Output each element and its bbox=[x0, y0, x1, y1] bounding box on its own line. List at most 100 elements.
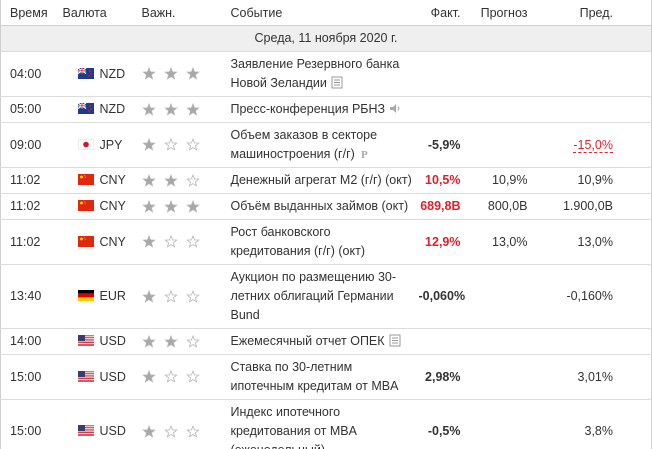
event: Рост банковского кредитования (г/г) (окт… bbox=[230, 225, 366, 258]
previous: 1.900,0B bbox=[562, 199, 613, 213]
forecast-cell bbox=[468, 354, 534, 400]
importance-stars bbox=[141, 138, 200, 151]
importance-cell bbox=[132, 264, 229, 329]
importance-stars bbox=[141, 102, 200, 116]
time: 15:00 bbox=[0, 354, 63, 400]
flag bbox=[77, 370, 94, 382]
star-filled bbox=[141, 173, 156, 187]
actual-cell: 2,98% bbox=[418, 354, 469, 400]
previous-cell: 3,01% bbox=[533, 354, 652, 400]
flag bbox=[77, 235, 94, 247]
forecast-cell bbox=[468, 51, 534, 97]
column-header: Событие bbox=[228, 0, 419, 26]
date-row: Среда, 11 ноября 2020 г. bbox=[0, 25, 652, 52]
star-empty bbox=[163, 235, 178, 248]
previous-cell: 13,0% bbox=[533, 219, 652, 265]
actual: -5,9% bbox=[427, 137, 461, 152]
time: 15:00 bbox=[0, 399, 63, 449]
actual-cell bbox=[418, 51, 469, 97]
flag bbox=[77, 290, 94, 301]
previous: 13,0% bbox=[577, 234, 613, 249]
actual: -0,5% bbox=[427, 424, 461, 438]
column-header: Важн. bbox=[132, 0, 229, 26]
flag bbox=[77, 200, 94, 211]
previous-cell: -15,0% bbox=[533, 122, 652, 168]
flag bbox=[77, 174, 94, 185]
flag bbox=[77, 138, 94, 150]
event: Объем заказов в секторе машиностроения (… bbox=[230, 128, 378, 161]
flag bbox=[77, 335, 94, 347]
column-header: Валюта bbox=[62, 0, 133, 26]
star-empty bbox=[185, 138, 200, 151]
currency-cell: CNY bbox=[62, 193, 133, 220]
previous: 10,9% bbox=[577, 173, 613, 187]
forecast-cell bbox=[468, 399, 534, 449]
event-cell: Объем заказов в секторе машиностроения (… bbox=[228, 122, 419, 168]
table-body: Среда, 11 ноября 2020 г. 04:00 NZD Заявлен… bbox=[0, 25, 652, 449]
star-empty bbox=[185, 334, 200, 348]
star-filled bbox=[163, 199, 178, 213]
currency: EUR bbox=[99, 289, 126, 303]
currency-cell: CNY bbox=[62, 219, 133, 265]
currency: CNY bbox=[99, 199, 126, 213]
previous: 3,8% bbox=[584, 424, 614, 438]
star-empty bbox=[163, 424, 178, 438]
column-header: Время bbox=[0, 0, 63, 26]
importance-cell bbox=[132, 167, 229, 194]
column-header: Прогноз bbox=[468, 0, 534, 26]
event-cell: Пресс-конференция РБНЗ bbox=[228, 96, 419, 123]
star-empty bbox=[163, 370, 178, 383]
importance-cell bbox=[132, 193, 229, 220]
event-cell: Денежный агрегат М2 (г/г) (окт) bbox=[228, 167, 419, 194]
forecast: 10,9% bbox=[492, 173, 528, 187]
star-filled bbox=[141, 102, 156, 116]
importance-cell bbox=[132, 354, 229, 400]
star-filled bbox=[141, 289, 156, 303]
event-cell: Объём выданных займов (окт) bbox=[228, 193, 419, 220]
forecast: 800,0B bbox=[487, 199, 528, 213]
event-row: 14:00 USD Ежемесячный отчет ОПЕК bbox=[0, 328, 652, 355]
forecast-cell: 13,0% bbox=[468, 219, 534, 265]
previous-cell bbox=[533, 96, 652, 123]
currency: CNY bbox=[99, 173, 126, 187]
actual-cell: 12,9% bbox=[418, 219, 469, 265]
event-row: 11:02 CNY Объём выданных займов (окт) 689,8… bbox=[0, 193, 652, 220]
star-filled bbox=[163, 334, 178, 348]
column-header: Пред. bbox=[533, 0, 652, 26]
time: 09:00 bbox=[0, 122, 63, 168]
time: 11:02 bbox=[0, 219, 63, 265]
forecast-cell: 10,9% bbox=[468, 167, 534, 194]
star-empty bbox=[185, 289, 200, 303]
star-filled bbox=[141, 138, 156, 151]
currency-cell: NZD bbox=[62, 51, 133, 97]
star-filled bbox=[185, 102, 200, 116]
event: Аукцион по размещению 30-летних облигаци… bbox=[230, 270, 397, 322]
event: Объём выданных займов (окт) bbox=[230, 199, 409, 213]
flag bbox=[77, 67, 94, 79]
actual-cell: 10,5% bbox=[418, 167, 469, 194]
forecast-cell bbox=[468, 96, 534, 123]
importance-cell bbox=[132, 328, 229, 355]
event-cell: Заявление Резервного банка Новой Зеланди… bbox=[228, 51, 419, 97]
currency: USD bbox=[99, 424, 126, 438]
event-cell: Ежемесячный отчет ОПЕК bbox=[228, 328, 419, 355]
event-cell: Ставка по 30-летним ипотечным кредитам о… bbox=[228, 354, 419, 400]
svg-text:P: P bbox=[361, 149, 368, 160]
currency: USD bbox=[99, 369, 126, 384]
star-empty bbox=[163, 138, 178, 151]
star-empty bbox=[163, 289, 178, 303]
event-row: 05:00 NZD Пресс-конференция РБНЗ bbox=[0, 96, 652, 123]
importance-cell bbox=[132, 96, 229, 123]
event: Денежный агрегат М2 (г/г) (окт) bbox=[230, 173, 412, 187]
actual: 12,9% bbox=[425, 234, 461, 249]
table-header: Время Валюта Важн. Событие Факт. Прогноз… bbox=[0, 0, 652, 26]
importance-stars bbox=[141, 370, 200, 383]
time: 11:02 bbox=[0, 167, 63, 194]
event-row: 15:00 USD Ставка по 30-летним ипотечным кр… bbox=[0, 354, 652, 400]
column-header: Факт. bbox=[418, 0, 469, 26]
importance-cell bbox=[132, 51, 229, 97]
importance-stars bbox=[141, 199, 200, 213]
actual: 10,5% bbox=[425, 173, 461, 187]
star-filled bbox=[163, 67, 178, 80]
